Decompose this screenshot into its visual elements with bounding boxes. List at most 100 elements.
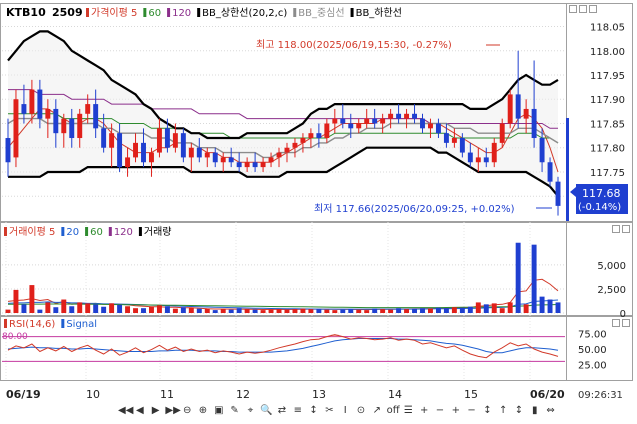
candle-body <box>125 157 131 168</box>
candle-body <box>300 138 306 143</box>
toolbar-target-button[interactable]: ⊙ <box>356 405 366 416</box>
toolbar-list-button[interactable]: ☰ <box>403 405 413 416</box>
toolbar-magnifier-button[interactable]: 🔍 <box>260 405 273 416</box>
volume-bar <box>340 309 346 313</box>
volume-bar <box>204 308 210 313</box>
toolbar-cursor-button[interactable]: I <box>343 405 347 416</box>
toolbar-off-button[interactable]: off <box>386 405 400 416</box>
toolbar-cut-button[interactable]: ✂ <box>325 405 334 416</box>
rsi-tick-label: 25.00 <box>578 361 607 372</box>
rsi-line <box>7 334 559 359</box>
volume-bar <box>244 309 250 313</box>
candle-body <box>188 147 194 158</box>
volume-bar <box>212 310 218 313</box>
toolbar-vsize2-button[interactable]: ↕ <box>514 405 524 416</box>
volume-panel-button-2[interactable] <box>622 225 630 233</box>
price-legend-label: BB_중심선 <box>298 7 344 19</box>
toolbar-minus-button[interactable]: − <box>435 405 445 416</box>
volume-bar <box>499 308 505 313</box>
price-legend-swatch <box>86 8 89 17</box>
toolbar-last-button[interactable]: ▶▶ <box>165 405 181 416</box>
volume-bar <box>69 306 75 313</box>
candle-body <box>332 118 338 124</box>
rsi-overbought-fill <box>330 334 339 337</box>
toolbar-bar-button[interactable]: ▮ <box>532 405 538 416</box>
toolbar-zoom-out-button[interactable]: ⊖ <box>182 405 192 416</box>
toolbar-next-button[interactable]: ▶ <box>151 405 160 416</box>
price-tick-label: 117.85 <box>590 119 625 130</box>
price-panel-button-l[interactable] <box>569 5 577 13</box>
toolbar-box-button[interactable]: ▣ <box>214 405 224 416</box>
toolbar-first-button[interactable]: ◀◀ <box>118 405 134 416</box>
price-legend-label: 60 <box>148 8 161 19</box>
toolbar-plus2-button[interactable]: + <box>451 405 460 416</box>
volume-bar <box>109 303 115 313</box>
volume-bar <box>475 302 481 313</box>
x-tick-label: 06/19 <box>6 388 41 401</box>
volume-tick-label: 0 <box>620 309 626 320</box>
candle-body <box>29 89 35 114</box>
toolbar-swap-button[interactable]: ⇄ <box>277 405 287 416</box>
x-tick-label: 06/20 <box>530 388 565 401</box>
toolbar-hsize-button[interactable]: ⇔ <box>546 405 555 416</box>
toolbar-pen-button[interactable]: ✎ <box>230 405 239 416</box>
volume-bar <box>515 242 521 313</box>
volume-bar <box>523 304 529 313</box>
price-panel-button-s[interactable] <box>589 5 597 13</box>
toolbar-cross-button[interactable]: ⌖ <box>247 405 254 416</box>
toolbar-vsize-button[interactable]: ↕ <box>483 405 492 416</box>
volume-bar <box>420 308 425 313</box>
rsi-axis-frame <box>566 316 633 381</box>
volume-bar <box>388 309 394 313</box>
candle-body <box>172 133 178 148</box>
rsi-panel-button-2[interactable] <box>622 319 630 327</box>
volume-panel-button-1[interactable] <box>612 225 620 233</box>
volume-tick-label: 2,500 <box>597 285 626 296</box>
candle-body <box>21 104 27 114</box>
x-tick-label: 12 <box>236 388 250 401</box>
candle-body <box>555 181 561 206</box>
rsi-tick-label: 50.00 <box>578 345 607 356</box>
rsi-left-label: 80.00 <box>2 332 28 342</box>
toolbar-vertical-button[interactable]: ↕ <box>309 405 318 416</box>
toolbar-prev-button[interactable]: ◀ <box>135 405 144 416</box>
price-legend-swatch <box>143 8 147 17</box>
contract-label: 2509 <box>52 6 83 19</box>
volume-axis-frame <box>566 222 633 316</box>
price-legend-swatch <box>350 8 354 17</box>
toolbar-zoom-in-button[interactable]: ⊕ <box>198 405 208 416</box>
toolbar-minus2-button[interactable]: − <box>467 405 476 416</box>
volume-bar <box>531 244 537 313</box>
candle-body <box>276 152 282 158</box>
candle-body <box>404 113 410 119</box>
x-tick-label: 15 <box>464 388 478 401</box>
candle-body <box>316 133 322 139</box>
price-tick-label: 117.90 <box>590 95 625 106</box>
candle-body <box>149 152 154 163</box>
price-legend-label: BB_하한선 <box>356 6 402 19</box>
volume-bar <box>292 309 298 313</box>
candle-body <box>420 118 425 129</box>
volume-legend-label: 60 <box>90 227 103 238</box>
volume-tick-label: 5,000 <box>597 261 626 272</box>
volume-legend-label: 20 <box>66 227 79 238</box>
candle-body <box>133 142 138 158</box>
volume-bar <box>483 304 489 313</box>
volume-bar <box>356 309 362 313</box>
toolbar-arrow-button[interactable]: ↗ <box>372 405 381 416</box>
price-panel-button-r[interactable] <box>579 5 587 13</box>
rsi-panel-button-1[interactable] <box>612 319 620 327</box>
candle-body <box>531 108 537 139</box>
price-tick-label: 118.05 <box>590 23 625 34</box>
volume-bar <box>316 309 322 313</box>
candle-body <box>499 123 505 143</box>
price-tick-label: 117.95 <box>590 71 625 82</box>
toolbar-plus-button[interactable]: + <box>419 405 429 416</box>
candle-body <box>380 118 386 124</box>
volume-legend-swatch <box>85 227 89 236</box>
toolbar-up-button[interactable]: ↑ <box>498 405 508 416</box>
toolbar-menu-button[interactable]: ≡ <box>293 405 302 416</box>
price-legend-label: BB_상한선(20,2,c) <box>202 7 287 19</box>
rsi-legend-swatch <box>61 319 65 328</box>
candle-body <box>228 157 234 163</box>
